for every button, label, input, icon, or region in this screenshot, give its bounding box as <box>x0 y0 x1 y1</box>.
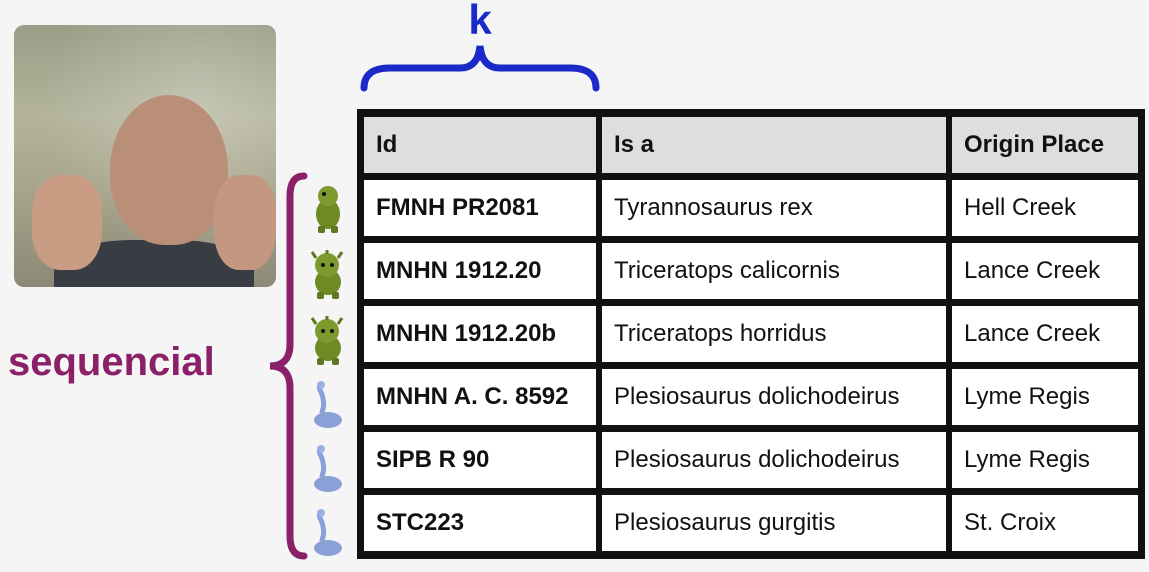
cell-origin-place: Lyme Regis <box>951 368 1139 426</box>
plesiosaurus-icon <box>314 509 342 556</box>
dinosaur-table: Id Is a Origin Place FMNH PR2081 Tyranno… <box>357 109 1145 559</box>
table-row: MNHN 1912.20 Triceratops calicornis Lanc… <box>363 242 1139 300</box>
column-header-origin-place: Origin Place <box>951 116 1139 174</box>
cell-is-a: Plesiosaurus dolichodeirus <box>601 431 947 489</box>
cell-is-a: Triceratops calicornis <box>601 242 947 300</box>
presenter-face <box>110 95 228 245</box>
cell-is-a: Plesiosaurus dolichodeirus <box>601 368 947 426</box>
sequential-label: sequencial <box>8 340 215 384</box>
cell-id: MNHN 1912.20 <box>363 242 597 300</box>
plesiosaurus-icon <box>314 381 342 428</box>
cell-origin-place: Hell Creek <box>951 179 1139 237</box>
cell-id: SIPB R 90 <box>363 431 597 489</box>
cell-origin-place: St. Croix <box>951 494 1139 552</box>
cell-id: MNHN 1912.20b <box>363 305 597 363</box>
sequential-brace <box>269 172 308 560</box>
cell-origin-place: Lance Creek <box>951 305 1139 363</box>
webcam-video <box>14 25 276 287</box>
cell-is-a: Tyrannosaurus rex <box>601 179 947 237</box>
cell-origin-place: Lyme Regis <box>951 431 1139 489</box>
presenter-left-hand <box>32 175 102 270</box>
table-header-row: Id Is a Origin Place <box>363 116 1139 174</box>
presenter-right-hand <box>214 175 276 270</box>
plesiosaurus-icon <box>314 445 342 492</box>
cell-is-a: Plesiosaurus gurgitis <box>601 494 947 552</box>
table-row: FMNH PR2081 Tyrannosaurus rex Hell Creek <box>363 179 1139 237</box>
cell-origin-place: Lance Creek <box>951 242 1139 300</box>
table-row: SIPB R 90 Plesiosaurus dolichodeirus Lym… <box>363 431 1139 489</box>
cell-id: MNHN A. C. 8592 <box>363 368 597 426</box>
cell-id: FMNH PR2081 <box>363 179 597 237</box>
cell-id: STC223 <box>363 494 597 552</box>
k-brace <box>360 45 600 92</box>
table-row: MNHN 1912.20b Triceratops horridus Lance… <box>363 305 1139 363</box>
k-label: k <box>468 0 492 43</box>
cell-is-a: Triceratops horridus <box>601 305 947 363</box>
triceratops-icon <box>310 250 344 299</box>
triceratops-icon <box>310 316 344 365</box>
column-header-is-a: Is a <box>601 116 947 174</box>
tyrannosaurus-icon <box>316 186 340 233</box>
table-row: STC223 Plesiosaurus gurgitis St. Croix <box>363 494 1139 552</box>
table-row: MNHN A. C. 8592 Plesiosaurus dolichodeir… <box>363 368 1139 426</box>
column-header-id: Id <box>363 116 597 174</box>
